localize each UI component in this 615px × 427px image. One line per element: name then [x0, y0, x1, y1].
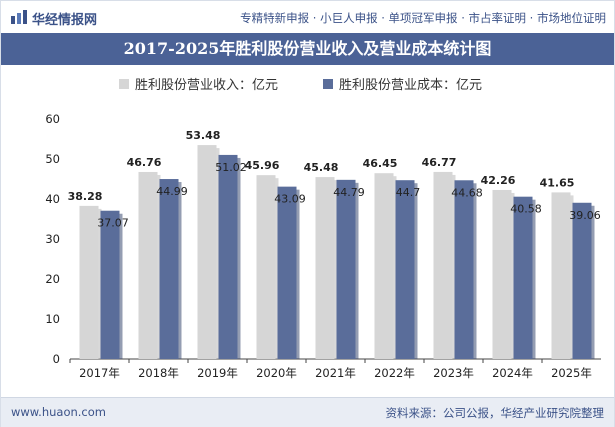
- bar-revenue: [79, 205, 99, 359]
- y-tick-label: 30: [45, 232, 60, 246]
- legend: 胜利股份营业收入：亿元 胜利股份营业成本：亿元: [119, 78, 482, 93]
- bar-chart: 胜利股份营业收入：亿元 胜利股份营业成本：亿元 0 10 20 30 40 50 60 201…: [45, 78, 601, 380]
- data-label-revenue: 45.96: [245, 159, 280, 172]
- legend-swatch-cost: [323, 79, 333, 89]
- data-label-revenue: 46.45: [363, 157, 398, 170]
- bar-cost: [336, 179, 356, 359]
- top-bar: 华经情报网 专精特新申报 · 小巨人申报 · 单项冠军申报 · 市占率证明 · …: [1, 1, 614, 33]
- x-tick-label: 2018年: [138, 366, 179, 380]
- data-label-cost: 44.99: [156, 185, 188, 198]
- data-label-cost: 44.7: [396, 186, 421, 199]
- bar-cost: [277, 186, 297, 359]
- logo-text: 华经情报网: [32, 13, 98, 28]
- x-tick-label: 2025年: [551, 366, 592, 380]
- data-label-revenue: 41.65: [540, 176, 575, 189]
- bar-cost: [159, 179, 179, 359]
- bar-cost: [572, 202, 592, 359]
- services-list: 专精特新申报 · 小巨人申报 · 单项冠军申报 · 市占率证明 · 市场地位证明: [240, 11, 606, 25]
- footer: www.huaon.com 资料来源：公司公报，华经产业研究院整理: [1, 397, 614, 427]
- x-tick-label: 2019年: [197, 366, 238, 380]
- legend-label-cost: 胜利股份营业成本：亿元: [339, 78, 482, 93]
- x-tick-label: 2021年: [315, 366, 356, 380]
- data-source: 资料来源：公司公报，华经产业研究院整理: [385, 406, 605, 420]
- bar-revenue: [492, 189, 512, 359]
- data-label-cost: 43.09: [274, 193, 306, 206]
- data-label-revenue: 46.77: [422, 156, 457, 169]
- site-url: www.huaon.com: [11, 405, 106, 419]
- data-label-revenue: 42.26: [481, 174, 516, 187]
- bars: [79, 145, 595, 359]
- x-tick-label: 2022年: [374, 366, 415, 380]
- bar-revenue: [256, 175, 276, 359]
- legend-label-revenue: 胜利股份营业收入：亿元: [135, 78, 278, 93]
- y-tick-label: 50: [45, 152, 60, 166]
- data-label-cost: 44.68: [451, 186, 483, 199]
- data-label-cost: 44.79: [333, 186, 365, 199]
- bar-revenue: [197, 145, 217, 359]
- y-tick-label: 60: [45, 112, 60, 126]
- data-label-revenue: 45.48: [304, 161, 339, 174]
- x-tick-label: 2017年: [79, 366, 120, 380]
- bar-cost: [218, 154, 238, 359]
- data-label-cost: 40.58: [510, 203, 542, 216]
- y-tick-label: 40: [45, 192, 60, 206]
- x-tick-label: 2023年: [433, 366, 474, 380]
- data-label-cost: 39.06: [569, 209, 601, 222]
- y-tick-label: 10: [45, 312, 60, 326]
- bar-cost: [100, 210, 120, 359]
- logo-icon: [11, 10, 27, 24]
- bar-revenue: [315, 177, 335, 359]
- data-label-revenue: 53.48: [186, 129, 221, 142]
- bar-cost: [513, 196, 533, 359]
- chart-title: 2017-2025年胜利股份营业收入及营业成本统计图: [123, 39, 492, 58]
- x-tick-label: 2020年: [256, 366, 297, 380]
- bar-cost: [395, 180, 415, 359]
- bar-revenue: [551, 192, 571, 359]
- legend-swatch-revenue: [119, 79, 129, 89]
- data-label-cost: 51.02: [215, 161, 247, 174]
- title-bar: 2017-2025年胜利股份营业收入及营业成本统计图: [1, 33, 614, 65]
- y-tick-label: 0: [53, 352, 60, 366]
- data-label-cost: 37.07: [97, 217, 129, 230]
- data-label-revenue: 46.76: [127, 156, 162, 169]
- x-tick-label: 2024年: [492, 366, 533, 380]
- bar-cost: [454, 180, 474, 359]
- y-tick-label: 20: [45, 272, 60, 286]
- bar-revenue: [138, 171, 158, 359]
- bar-revenue: [433, 171, 453, 359]
- bar-revenue: [374, 173, 394, 359]
- data-label-revenue: 38.28: [68, 190, 103, 203]
